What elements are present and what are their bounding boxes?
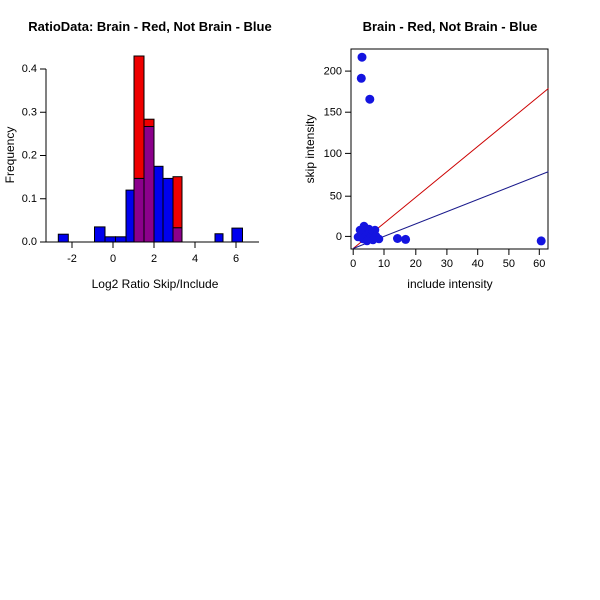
svg-text:0.3: 0.3 [22, 106, 37, 118]
svg-text:50: 50 [330, 191, 342, 203]
svg-text:2: 2 [151, 253, 157, 265]
svg-text:0.1: 0.1 [22, 193, 37, 205]
svg-text:0.2: 0.2 [22, 150, 37, 162]
svg-text:-2: -2 [67, 253, 77, 265]
svg-text:0: 0 [350, 258, 356, 270]
svg-text:0.4: 0.4 [22, 63, 37, 75]
svg-text:200: 200 [324, 66, 342, 78]
svg-text:6: 6 [233, 253, 239, 265]
svg-text:0: 0 [110, 253, 116, 265]
svg-text:150: 150 [324, 107, 342, 119]
svg-text:10: 10 [378, 258, 390, 270]
svg-text:Log2 Ratio Skip/Include: Log2 Ratio Skip/Include [92, 277, 219, 291]
svg-text:50: 50 [503, 258, 515, 270]
svg-text:skip intensity: skip intensity [303, 115, 317, 184]
svg-text:100: 100 [324, 148, 342, 160]
svg-text:30: 30 [441, 258, 453, 270]
svg-text:0: 0 [336, 231, 342, 243]
svg-text:RatioData: Brain - Red, Not Br: RatioData: Brain - Red, Not Brain - Blue [28, 19, 271, 34]
svg-text:4: 4 [192, 253, 198, 265]
svg-text:0.0: 0.0 [22, 236, 37, 248]
svg-text:20: 20 [410, 258, 422, 270]
svg-text:include intensity: include intensity [407, 277, 492, 291]
svg-text:Frequency: Frequency [3, 127, 17, 184]
svg-text:60: 60 [533, 258, 545, 270]
svg-text:Brain - Red, Not Brain - Blue: Brain - Red, Not Brain - Blue [363, 19, 538, 34]
svg-text:40: 40 [472, 258, 484, 270]
